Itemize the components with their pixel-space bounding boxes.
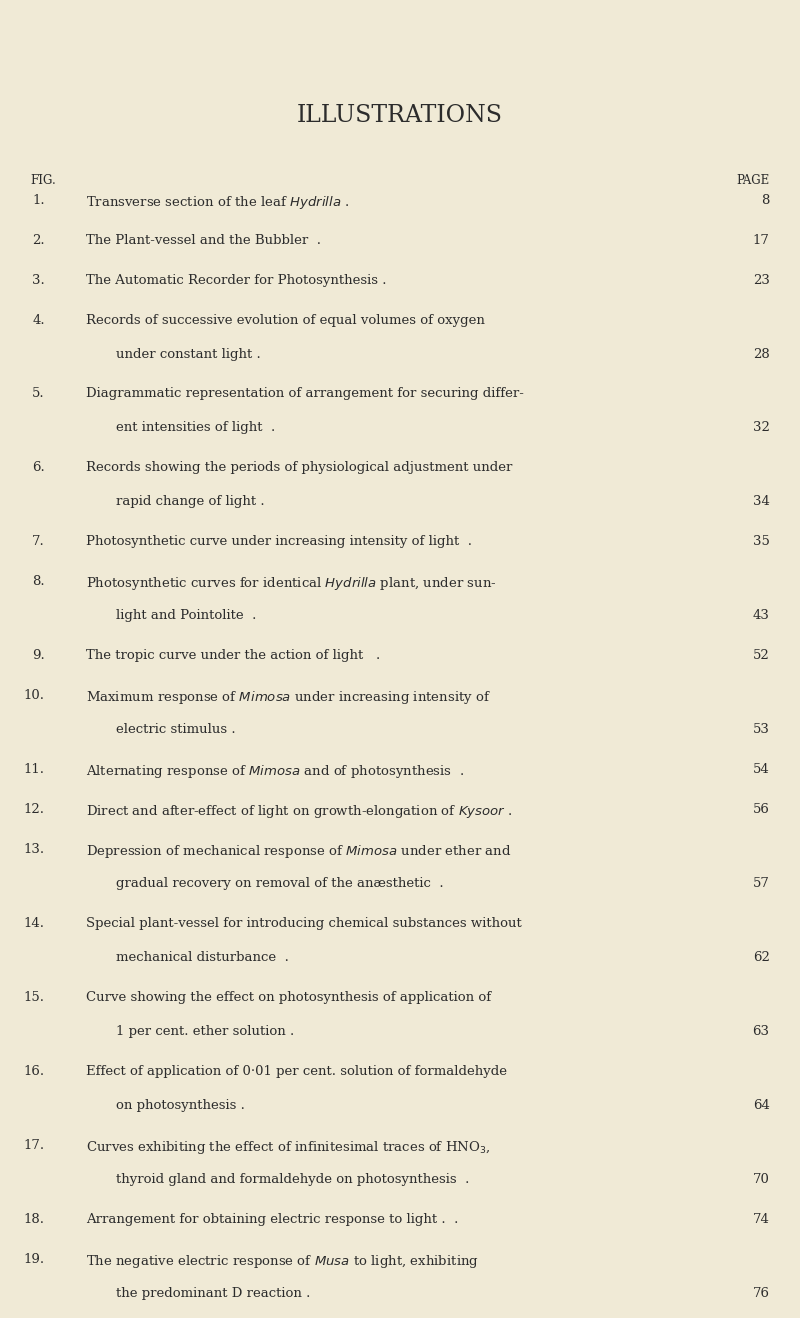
Text: 23: 23 [753, 274, 770, 286]
Text: 76: 76 [753, 1286, 770, 1300]
Text: Records showing the periods of physiological adjustment under: Records showing the periods of physiolog… [86, 461, 513, 474]
Text: 12.: 12. [24, 803, 45, 816]
Text: 8: 8 [762, 194, 770, 207]
Text: Curve showing the effect on photosynthesis of application of: Curve showing the effect on photosynthes… [86, 991, 491, 1004]
Text: 17.: 17. [24, 1139, 45, 1152]
Text: 28: 28 [753, 348, 770, 361]
Text: 54: 54 [753, 763, 770, 776]
Text: FIG.: FIG. [30, 174, 56, 187]
Text: 19.: 19. [24, 1252, 45, 1265]
Text: rapid change of light .: rapid change of light . [116, 496, 265, 509]
Text: light and Pointolite  .: light and Pointolite . [116, 609, 256, 622]
Text: 8.: 8. [32, 576, 45, 588]
Text: Diagrammatic representation of arrangement for securing differ-: Diagrammatic representation of arrangeme… [86, 387, 524, 401]
Text: The negative electric response of $\mathit{Musa}$ to light, exhibiting: The negative electric response of $\math… [86, 1252, 479, 1269]
Text: PAGE: PAGE [736, 174, 770, 187]
Text: Curves exhibiting the effect of infinitesimal traces of HNO$_3$,: Curves exhibiting the effect of infinite… [86, 1139, 490, 1156]
Text: 9.: 9. [32, 650, 45, 662]
Text: Transverse section of the leaf $\mathit{Hydrilla}$ .: Transverse section of the leaf $\mathit{… [86, 194, 350, 211]
Text: 11.: 11. [24, 763, 45, 776]
Text: gradual recovery on removal of the anæsthetic  .: gradual recovery on removal of the anæst… [116, 876, 444, 890]
Text: 62: 62 [753, 952, 770, 963]
Text: 6.: 6. [32, 461, 45, 474]
Text: ent intensities of light  .: ent intensities of light . [116, 422, 275, 435]
Text: Arrangement for obtaining electric response to light .  .: Arrangement for obtaining electric respo… [86, 1213, 458, 1226]
Text: 3.: 3. [32, 274, 45, 286]
Text: The tropic curve under the action of light   .: The tropic curve under the action of lig… [86, 650, 381, 662]
Text: 74: 74 [753, 1213, 770, 1226]
Text: electric stimulus .: electric stimulus . [116, 724, 236, 737]
Text: under constant light .: under constant light . [116, 348, 261, 361]
Text: ILLUSTRATIONS: ILLUSTRATIONS [297, 104, 503, 127]
Text: 10.: 10. [24, 689, 45, 702]
Text: 13.: 13. [24, 844, 45, 855]
Text: Effect of application of 0·01 per cent. solution of formaldehyde: Effect of application of 0·01 per cent. … [86, 1065, 507, 1078]
Text: 16.: 16. [24, 1065, 45, 1078]
Text: Special plant-vessel for introducing chemical substances without: Special plant-vessel for introducing che… [86, 917, 522, 931]
Text: The Plant-vessel and the Bubbler  .: The Plant-vessel and the Bubbler . [86, 233, 322, 246]
Text: thyroid gland and formaldehyde on photosynthesis  .: thyroid gland and formaldehyde on photos… [116, 1173, 470, 1186]
Text: Direct and after-effect of light on growth-elongation of $\mathit{Kysoor}$ .: Direct and after-effect of light on grow… [86, 803, 513, 820]
Text: 1.: 1. [32, 194, 45, 207]
Text: The Automatic Recorder for Photosynthesis .: The Automatic Recorder for Photosynthesi… [86, 274, 387, 286]
Text: 70: 70 [753, 1173, 770, 1186]
Text: 63: 63 [753, 1025, 770, 1037]
Text: 57: 57 [753, 876, 770, 890]
Text: 4.: 4. [32, 314, 45, 327]
Text: Depression of mechanical response of $\mathit{Mimosa}$ under ether and: Depression of mechanical response of $\m… [86, 844, 512, 859]
Text: Maximum response of $\mathit{Mimosa}$ under increasing intensity of: Maximum response of $\mathit{Mimosa}$ un… [86, 689, 491, 706]
Text: 1 per cent. ether solution .: 1 per cent. ether solution . [116, 1025, 294, 1037]
Text: 32: 32 [753, 422, 770, 435]
Text: 5.: 5. [32, 387, 45, 401]
Text: 53: 53 [753, 724, 770, 737]
Text: the predominant D reaction .: the predominant D reaction . [116, 1286, 310, 1300]
Text: 14.: 14. [24, 917, 45, 931]
Text: 56: 56 [753, 803, 770, 816]
Text: 2.: 2. [32, 233, 45, 246]
Text: mechanical disturbance  .: mechanical disturbance . [116, 952, 289, 963]
Text: Photosynthetic curve under increasing intensity of light  .: Photosynthetic curve under increasing in… [86, 535, 472, 548]
Text: 52: 52 [753, 650, 770, 662]
Text: 34: 34 [753, 496, 770, 509]
Text: Alternating response of $\mathit{Mimosa}$ and of photosynthesis  .: Alternating response of $\mathit{Mimosa}… [86, 763, 465, 780]
Text: Photosynthetic curves for identical $\mathit{Hydrilla}$ plant, under sun-: Photosynthetic curves for identical $\ma… [86, 576, 497, 592]
Text: 43: 43 [753, 609, 770, 622]
Text: on photosynthesis .: on photosynthesis . [116, 1099, 245, 1112]
Text: Records of successive evolution of equal volumes of oxygen: Records of successive evolution of equal… [86, 314, 486, 327]
Text: 35: 35 [753, 535, 770, 548]
Text: 17: 17 [753, 233, 770, 246]
Text: 15.: 15. [24, 991, 45, 1004]
Text: 7.: 7. [32, 535, 45, 548]
Text: 18.: 18. [24, 1213, 45, 1226]
Text: 64: 64 [753, 1099, 770, 1112]
